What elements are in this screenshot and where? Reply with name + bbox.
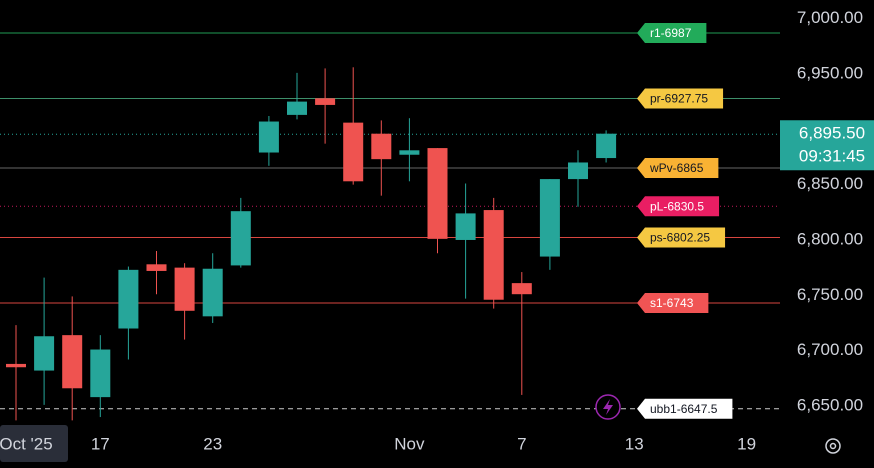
candle-body (568, 162, 588, 180)
candle-body (146, 264, 167, 271)
candle-body (315, 98, 336, 105)
badge-label: wPv-6865 (649, 161, 704, 175)
candle-body (230, 211, 251, 266)
candle-body (174, 267, 195, 311)
x-tick-label: 23 (203, 434, 222, 453)
badge-bg (637, 88, 724, 109)
y-tick-label: 7,000.00 (797, 8, 863, 27)
badge-label: s1-6743 (650, 296, 694, 310)
badge-bg (637, 293, 709, 314)
candle-body (34, 336, 55, 371)
level-badge: ps-6802.25 (637, 227, 726, 248)
y-tick-label: 6,800.00 (797, 229, 863, 248)
y-tick-label: 6,950.00 (797, 63, 863, 82)
candle-body (399, 150, 420, 155)
level-badge: s1-6743 (637, 293, 709, 314)
candle-body (90, 349, 111, 398)
x-tick-label: 17 (91, 434, 110, 453)
last-price-box (780, 120, 874, 171)
x-tick-label: Oct '25 (0, 434, 53, 453)
level-badge: pr-6927.75 (637, 88, 724, 109)
last-price-label: 6,895.50 (799, 124, 865, 143)
badge-label: ubb1-6647.5 (650, 402, 718, 416)
date-highlight (0, 425, 68, 462)
badge-bg (637, 196, 720, 217)
candle-body (483, 210, 504, 300)
candle-body (118, 269, 139, 329)
y-tick-label: 6,750.00 (797, 285, 863, 304)
level-badge: wPv-6865 (637, 158, 719, 179)
settings-icon[interactable] (825, 438, 841, 454)
candle-body (596, 133, 617, 159)
level-badge: r1-6987 (637, 22, 707, 43)
badge-bg (637, 227, 726, 248)
badge-bg (637, 398, 733, 419)
candle-body (287, 101, 307, 115)
y-tick-label: 6,700.00 (797, 340, 863, 359)
x-tick-label: 13 (625, 434, 644, 453)
candle-body (202, 268, 223, 317)
badge-bg (637, 158, 719, 179)
candle-body (343, 122, 364, 182)
level-badge: pL-6830.5 (637, 196, 720, 217)
candle-body (371, 133, 392, 160)
last-price-time: 09:31:45 (799, 147, 865, 166)
alert-icon[interactable] (595, 394, 621, 420)
y-tick-label: 6,850.00 (797, 174, 863, 193)
badge-label: pL-6830.5 (650, 199, 704, 213)
badge-bg (637, 22, 707, 43)
x-tick-label: Nov (394, 434, 425, 453)
candle-body (6, 363, 26, 368)
badge-label: pr-6927.75 (650, 92, 708, 106)
y-tick-label: 6,650.00 (797, 395, 863, 414)
candle-body (62, 335, 83, 389)
candle-body (539, 179, 560, 257)
badge-label: r1-6987 (650, 26, 692, 40)
candle-body (258, 121, 279, 153)
badge-label: ps-6802.25 (650, 231, 710, 245)
level-badge: ubb1-6647.5 (637, 398, 733, 419)
x-tick-label: 7 (517, 434, 526, 453)
candle-body (455, 213, 476, 240)
candle-body (427, 148, 448, 239)
x-tick-label: 19 (737, 434, 756, 453)
candle-body (511, 283, 532, 295)
